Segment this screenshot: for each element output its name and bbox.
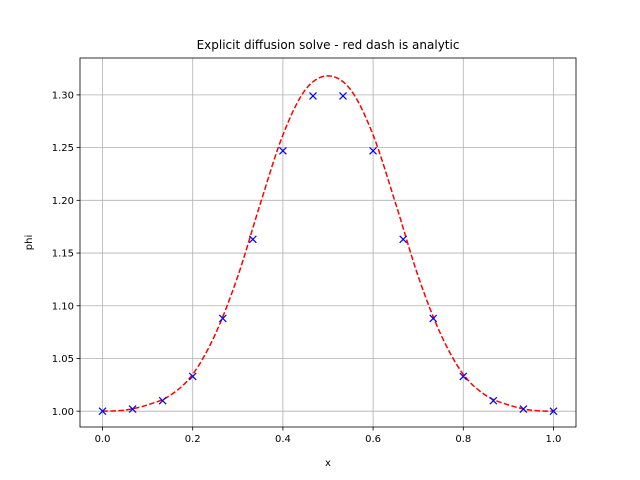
- data-point-marker: [399, 235, 408, 244]
- data-point-marker: [549, 407, 558, 416]
- marker-stroke: [549, 407, 558, 416]
- data-point-marker: [218, 314, 227, 323]
- data-point-marker: [248, 235, 257, 244]
- data-point-marker: [309, 92, 317, 100]
- y-tick-label: 1.30: [52, 91, 74, 102]
- plot-series: [98, 75, 558, 416]
- marker-stroke: [309, 92, 317, 100]
- marker-stroke: [98, 407, 107, 416]
- data-point-marker: [369, 146, 378, 155]
- marker-stroke: [278, 146, 287, 155]
- marker-stroke: [128, 405, 137, 414]
- y-tick-label: 1.10: [52, 301, 74, 312]
- x-axis-label: x: [325, 458, 331, 469]
- data-point-marker: [278, 146, 287, 155]
- chart-title: Explicit diffusion solve - red dash is a…: [197, 38, 460, 52]
- data-point-marker: [158, 396, 167, 405]
- x-tick-label: 0.0: [95, 434, 111, 445]
- x-tick-label: 0.2: [185, 434, 201, 445]
- y-tick-label: 1.25: [52, 143, 74, 154]
- marker-stroke: [489, 396, 498, 405]
- data-point-marker: [519, 405, 528, 414]
- x-tick-label: 0.4: [275, 434, 291, 445]
- data-point-marker: [98, 407, 107, 416]
- axis-ticks: 0.0 0.2 0.4 0.6 0.8 1.0 1.00 1.05 1.10 1.15 1.20 1.…: [52, 91, 562, 446]
- marker-stroke: [248, 235, 257, 244]
- marker-stroke: [429, 314, 438, 323]
- analytic-dashed-line: [102, 75, 554, 412]
- y-tick-label: 1.05: [52, 354, 74, 365]
- marker-stroke: [369, 146, 378, 155]
- marker-stroke: [399, 235, 408, 244]
- x-tick-label: 0.6: [365, 434, 381, 445]
- data-point-marker: [188, 372, 197, 381]
- data-point-marker: [429, 314, 438, 323]
- marker-stroke: [218, 314, 227, 323]
- x-tick-label: 0.8: [455, 434, 471, 445]
- data-point-marker: [459, 372, 468, 381]
- y-axis-label: phi: [24, 235, 35, 250]
- y-tick-label: 1.00: [52, 407, 74, 418]
- marker-stroke: [188, 372, 197, 381]
- data-point-marker: [128, 405, 137, 414]
- y-tick-label: 1.15: [52, 249, 74, 260]
- data-point-marker: [339, 92, 347, 100]
- marker-stroke: [459, 372, 468, 381]
- y-tick-label: 1.20: [52, 196, 74, 207]
- data-point-marker: [489, 396, 498, 405]
- marker-stroke: [519, 405, 528, 414]
- marker-stroke: [158, 396, 167, 405]
- plot-frame: [79, 57, 577, 428]
- grid: [80, 58, 576, 427]
- x-tick-label: 1.0: [546, 434, 562, 445]
- marker-stroke: [339, 92, 347, 100]
